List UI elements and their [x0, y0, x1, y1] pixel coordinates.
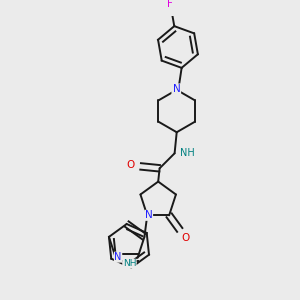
Text: N: N — [114, 252, 122, 262]
Text: N: N — [173, 84, 181, 94]
Text: F: F — [167, 0, 173, 9]
Text: N: N — [172, 86, 180, 96]
Text: NH: NH — [123, 259, 136, 268]
Text: O: O — [182, 233, 190, 244]
Text: NH: NH — [180, 148, 195, 158]
Text: O: O — [126, 160, 134, 170]
Text: N: N — [145, 210, 153, 220]
